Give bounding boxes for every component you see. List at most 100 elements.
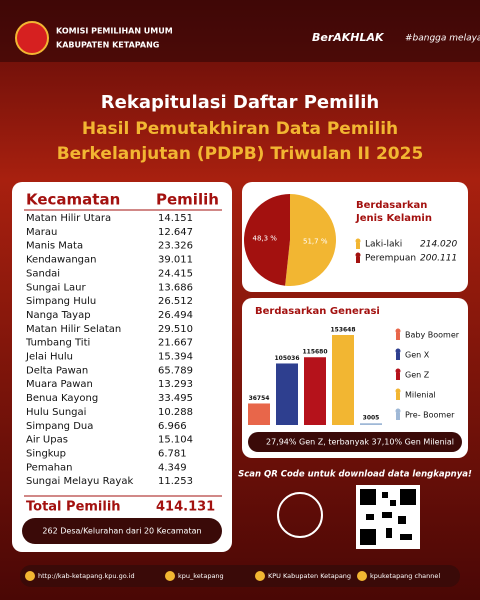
legend-icon <box>396 353 400 360</box>
district: Hulu Sungai <box>26 407 86 418</box>
generation-note: 27,94% Gen Z, terbanyak 37,10% Gen Milen… <box>266 438 454 447</box>
legend-label: Perempuan <box>365 254 416 264</box>
voter-count: 6.966 <box>158 421 187 432</box>
voter-count: 14.151 <box>158 213 193 224</box>
voter-count: 15.394 <box>158 352 193 363</box>
bar-label: 36754 <box>249 395 270 402</box>
table-header: Pemilih <box>156 191 219 209</box>
district: Manis Mata <box>26 241 83 252</box>
legend-icon <box>355 252 361 258</box>
bar-label: 3005 <box>363 415 380 422</box>
bar <box>332 335 354 425</box>
legend-icon <box>395 328 401 334</box>
voter-count: 10.288 <box>158 407 193 418</box>
note: 262 Desa/Kelurahan dari 20 Kecamatan <box>42 527 201 536</box>
slice-label: 48,3 % <box>253 235 278 243</box>
legend-icon <box>355 238 361 244</box>
district: Sungai Melayu Rayak <box>26 476 133 487</box>
footer-item: kpuketapang channel <box>370 572 440 580</box>
voter-count: 29.510 <box>158 324 193 335</box>
legend-icon <box>356 243 360 249</box>
voter-count: 26.512 <box>158 296 193 307</box>
title: Rekapitulasi Daftar Pemilih <box>101 92 379 113</box>
legend-icon <box>396 393 400 400</box>
district: Delta Pawan <box>26 365 88 376</box>
voter-count: 13.686 <box>158 282 193 293</box>
qr-caption: Scan QR Code untuk download data lengkap… <box>238 470 472 480</box>
legend-icon <box>395 368 401 374</box>
legend-icon <box>396 413 400 420</box>
legend-icon <box>396 373 400 380</box>
district: Air Upas <box>26 435 68 446</box>
voter-count: 4.349 <box>158 462 187 473</box>
district: Pemahan <box>26 462 73 473</box>
district: Nanga Tayap <box>26 310 91 321</box>
org-name: KOMISI PEMILIHAN UMUM <box>56 27 173 36</box>
bar-label: 153648 <box>330 327 355 334</box>
brand-bangga: #bangga melayani bangsa <box>405 34 480 44</box>
legend-value: 214.020 <box>420 240 457 250</box>
kpu-logo <box>15 21 49 55</box>
total-value: 414.131 <box>156 500 215 515</box>
qr-pattern <box>360 489 416 545</box>
district: Sungai Laur <box>26 282 86 293</box>
bar <box>304 357 326 425</box>
voter-count: 11.253 <box>158 476 193 487</box>
district: Sandai <box>26 268 60 279</box>
table-header: Kecamatan <box>26 191 120 209</box>
pie-slice <box>244 194 290 286</box>
bar-label: 115680 <box>302 349 327 356</box>
voter-count: 39.011 <box>158 255 193 266</box>
district: Marau <box>26 227 57 238</box>
voter-count: 15.104 <box>158 435 193 446</box>
bar <box>360 423 382 425</box>
pie-title: Berdasarkan <box>356 200 427 211</box>
voter-count: 24.415 <box>158 268 193 279</box>
total-label: Total Pemilih <box>26 500 121 515</box>
district: Simpang Dua <box>26 421 93 432</box>
district: Tumbang Titi <box>25 338 90 349</box>
legend-icon <box>396 333 400 340</box>
org-region: KABUPATEN KETAPANG <box>56 41 159 50</box>
district: Singkup <box>26 448 66 459</box>
bar-label: 105036 <box>274 355 299 362</box>
district: Matan Hilir Utara <box>26 213 111 224</box>
voter-count: 65.789 <box>158 365 193 376</box>
footer-icon <box>25 571 35 581</box>
district: Jelai Hulu <box>25 352 73 363</box>
footer-icon <box>255 571 265 581</box>
district: Kendawangan <box>26 255 96 266</box>
legend-icon <box>395 408 401 414</box>
footer-item: http://kab-ketapang.kpu.go.id <box>38 572 135 580</box>
note-pill <box>22 518 222 544</box>
legend-label: Baby Boomer <box>405 331 460 340</box>
voter-count: 12.647 <box>158 227 193 238</box>
voter-count: 23.326 <box>158 241 193 252</box>
voter-count: 33.495 <box>158 393 193 404</box>
header-bar <box>0 0 480 62</box>
legend-label: Gen X <box>405 351 430 360</box>
district: Muara Pawan <box>26 379 93 390</box>
footer-bar <box>20 565 460 587</box>
footer-item: kpu_ketapang <box>178 572 224 580</box>
subtitle: Berkelanjutan (PDPB) Triwulan II 2025 <box>57 144 424 164</box>
pie-slice <box>285 193 337 286</box>
district: Benua Kayong <box>26 393 98 404</box>
footer-icon <box>165 571 175 581</box>
subtitle: Hasil Pemutakhiran Data Pemilih <box>82 119 398 139</box>
voter-count: 13.293 <box>158 379 193 390</box>
legend-icon <box>356 257 360 263</box>
legend-icon <box>395 388 401 394</box>
footer-item: KPU Kabupaten Ketapang <box>268 572 351 580</box>
legend-label: Milenial <box>405 391 436 400</box>
table-panel <box>12 182 232 552</box>
bar-title: Berdasarkan Generasi <box>255 306 380 317</box>
legend-label: Laki-laki <box>365 240 402 250</box>
voter-count: 6.781 <box>158 448 187 459</box>
legend-label: Pre- Boomer <box>405 411 455 420</box>
legend-value: 200.111 <box>420 254 457 264</box>
district: Matan Hilir Selatan <box>26 324 121 335</box>
district: Simpang Hulu <box>26 296 96 307</box>
bar-panel <box>242 298 468 458</box>
